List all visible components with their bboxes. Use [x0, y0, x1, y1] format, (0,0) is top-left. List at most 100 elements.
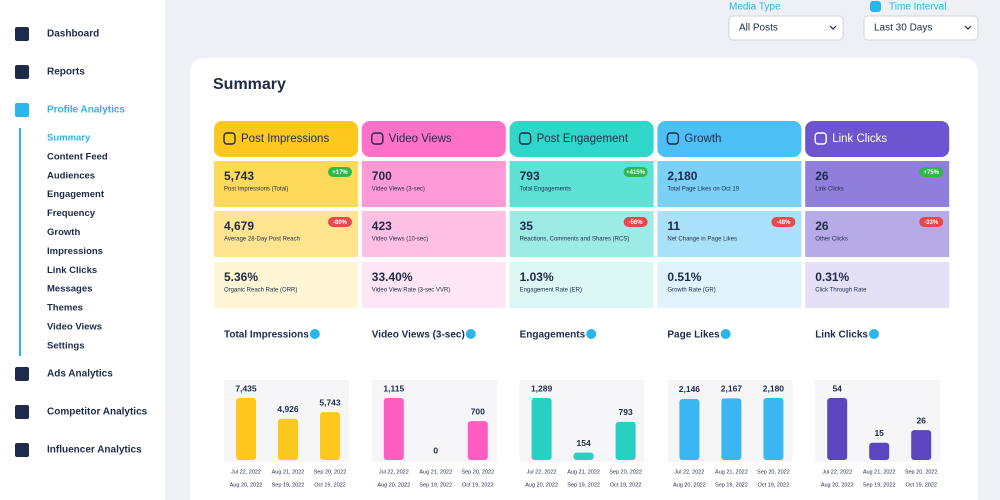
bar-value-label: 54 — [832, 383, 842, 393]
bar — [679, 398, 700, 460]
x-tick-label: Aug 21, 2022 — [272, 469, 305, 475]
change-badge — [771, 217, 796, 227]
change-badge — [623, 217, 648, 227]
metric-value: 26 — [815, 169, 829, 183]
x-tick-label: Oct 19, 2022 — [314, 482, 346, 488]
change-badge-text: +75% — [923, 170, 939, 176]
change-badge-text: -80% — [333, 220, 348, 226]
header-icon — [666, 132, 680, 145]
metric-tile — [361, 262, 506, 308]
bar — [573, 452, 594, 460]
submenu-item[interactable]: Growth — [47, 227, 80, 238]
change-badge-text: +415% — [626, 170, 646, 176]
bar — [320, 412, 340, 460]
column-header — [805, 121, 950, 157]
metric-tile — [214, 262, 358, 308]
metric-value: 26 — [815, 219, 829, 233]
info-icon[interactable] — [465, 329, 476, 339]
metric-label: Engagement Rate (ER) — [520, 288, 582, 294]
nav-item[interactable]: Dashboard — [47, 29, 99, 40]
x-tick-label: Aug 21, 2022 — [567, 469, 600, 475]
bar-value-label: 1,115 — [383, 383, 404, 393]
bar-value-label: 154 — [577, 438, 591, 448]
bar-value-label: 793 — [619, 407, 633, 417]
submenu-item[interactable]: Settings — [47, 340, 84, 351]
metric-value: 5.36% — [224, 270, 258, 284]
info-icon[interactable] — [720, 329, 731, 339]
bar-value-label: 2,167 — [721, 384, 743, 394]
dropdown-arrow — [829, 25, 837, 30]
nav-item[interactable]: Reports — [47, 67, 85, 78]
info-icon[interactable] — [586, 329, 597, 339]
bar — [278, 418, 298, 460]
bar-value-label: 2,146 — [679, 384, 701, 394]
nav-item[interactable]: Ads Analytics — [47, 369, 113, 380]
x-tick-label: Aug 20, 2022 — [377, 482, 410, 488]
submenu-item[interactable]: Impressions — [47, 246, 103, 257]
bar-value-label: 0 — [433, 445, 438, 455]
metric-label: Net Change in Page Likes — [667, 237, 737, 243]
dropdown-arrow — [964, 25, 972, 30]
submenu-item[interactable]: Video Views — [47, 322, 102, 333]
x-tick-label: Aug 21, 2022 — [419, 469, 452, 475]
nav-item[interactable]: Influencer Analytics — [47, 445, 142, 456]
card-title: Summary — [213, 76, 286, 93]
submenu-item[interactable]: Messages — [47, 284, 92, 295]
submenu-item[interactable]: Summary — [47, 133, 91, 144]
bar — [615, 421, 636, 460]
column-header-text: Post Impressions — [241, 133, 329, 145]
chart-title: Page Likes — [667, 330, 720, 341]
column-header — [361, 121, 506, 157]
x-tick-label: Aug 21, 2022 — [863, 469, 896, 475]
metric-label: Click Through Rate — [815, 288, 867, 294]
filter-value: Last 30 Days — [874, 23, 932, 34]
x-tick-label: Jul 22, 2022 — [231, 469, 261, 475]
bar — [827, 398, 848, 460]
metric-value: 33.40% — [372, 270, 413, 284]
header-icon — [371, 132, 384, 145]
filter-label: Media Type — [729, 2, 781, 13]
metric-label: Other Clicks — [815, 237, 848, 243]
metric-tile — [361, 161, 506, 207]
metric-tile — [805, 262, 950, 308]
column-header-text: Growth — [684, 133, 721, 145]
info-icon[interactable] — [309, 329, 320, 339]
nav-icon — [15, 443, 29, 457]
bar-value-label: 4,926 — [277, 404, 299, 414]
metric-tile — [657, 262, 802, 308]
x-tick-label: Sep 20, 2022 — [314, 469, 347, 475]
x-tick-label: Oct 19, 2022 — [758, 482, 790, 488]
column-header-text: Link Clicks — [832, 133, 887, 145]
info-icon[interactable] — [869, 329, 880, 339]
x-tick-label: Oct 19, 2022 — [462, 482, 494, 488]
bar — [531, 398, 552, 460]
metric-label: Reactions, Comments and Shares (RCS) — [520, 237, 630, 243]
bar — [721, 398, 742, 460]
submenu-item[interactable]: Content Feed — [47, 151, 108, 162]
metric-label: Total Engagements — [520, 187, 571, 193]
x-tick-label: Oct 19, 2022 — [905, 482, 937, 488]
filter-select[interactable] — [863, 15, 979, 41]
metric-label: Post Impressions (Total) — [224, 187, 288, 193]
submenu-item[interactable]: Themes — [47, 303, 83, 314]
column-header — [509, 121, 654, 157]
change-badge — [328, 217, 352, 227]
x-tick-label: Sep 19, 2022 — [863, 482, 896, 488]
submenu-item[interactable]: Link Clicks — [47, 265, 97, 276]
column-header — [657, 121, 802, 157]
submenu-item[interactable]: Engagement — [47, 189, 105, 200]
submenu-item[interactable]: Frequency — [47, 208, 96, 219]
change-badge — [623, 167, 648, 177]
bar-value-label: 2,180 — [763, 383, 785, 393]
metric-label: Organic Reach Rate (ORR) — [224, 288, 297, 294]
metric-value: 4,679 — [224, 219, 254, 233]
x-tick-label: Sep 19, 2022 — [567, 482, 600, 488]
x-tick-label: Aug 20, 2022 — [525, 482, 558, 488]
nav-item[interactable]: Competitor Analytics — [47, 407, 148, 418]
submenu-item[interactable]: Audiences — [47, 170, 95, 181]
metric-tile — [509, 262, 654, 308]
nav-item[interactable]: Profile Analytics — [47, 105, 125, 116]
filter-select[interactable] — [728, 15, 844, 41]
header-icon — [814, 132, 827, 145]
x-tick-label: Oct 19, 2022 — [610, 482, 642, 488]
